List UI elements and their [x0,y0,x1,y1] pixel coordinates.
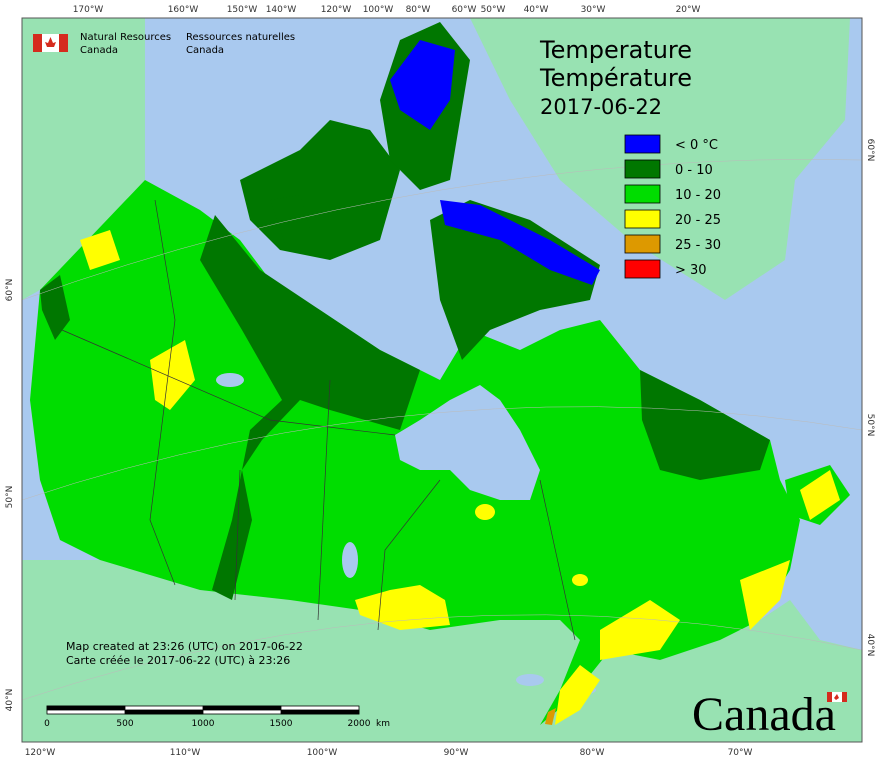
lon-label: 120°W [321,5,352,15]
lon-label: 60°W [452,5,477,15]
lat-label: 40°N [5,689,15,712]
lat-label: 50°N [5,486,15,509]
scale-label: 1500 [270,719,293,729]
graticule [21,159,863,701]
flag [33,34,68,52]
legend-swatch [624,159,661,179]
scale-bar [46,705,360,715]
lat-label: 60°N [865,139,875,162]
lat-label: 40°N [865,634,875,657]
legend-label: < 0 °C [675,138,718,153]
lon-label: 90°W [444,748,469,758]
logo-text: Canada [80,45,118,56]
legend-swatch [624,184,661,204]
lon-label: 50°W [481,5,506,15]
borders [61,199,576,641]
scale-unit: km [376,719,390,729]
legend-label: 25 - 30 [675,238,721,253]
lat-label: 60°N [5,279,15,302]
frame [21,17,863,743]
lon-label: 140°W [266,5,297,15]
legend-swatch [624,259,661,279]
legend-swatch [624,209,661,229]
title: Température [539,64,692,92]
lon-label: 100°W [363,5,394,15]
legend-label: > 30 [675,263,707,278]
logo-text: Canada [186,45,224,56]
wordmark-flag [827,692,847,702]
date: 2017-06-22 [540,95,662,119]
legend-label: 10 - 20 [675,188,721,203]
scale-label: 2000 [348,719,371,729]
scale-label: 500 [116,719,133,729]
lon-label: 30°W [581,5,606,15]
wordmark: Canada [692,688,836,741]
legend-swatch [624,134,661,154]
scale-label: 1000 [192,719,215,729]
lon-label: 40°W [524,5,549,15]
lon-label: 120°W [25,748,56,758]
lon-label: 100°W [307,748,338,758]
lon-label: 110°W [170,748,201,758]
credit: Carte créée le 2017-06-22 (UTC) à 23:26 [66,654,290,667]
legend-label: 20 - 25 [675,213,721,228]
canada [30,22,850,725]
lon-label: 80°W [406,5,431,15]
lon-label: 170°W [73,5,104,15]
lat-label: 50°N [865,414,875,437]
logo-text: Natural Resources [80,32,171,43]
credit: Map created at 23:26 (UTC) on 2017-06-22 [66,640,303,653]
legend-swatch [624,234,661,254]
lon-label: 160°W [168,5,199,15]
foreign-land [22,18,862,742]
title: Temperature [539,36,692,64]
lon-label: 80°W [580,748,605,758]
lon-label: 20°W [676,5,701,15]
lon-label: 70°W [728,748,753,758]
logo-text: Ressources naturelles [186,32,295,43]
scale-label: 0 [44,719,50,729]
legend-label: 0 - 10 [675,163,713,178]
lon-label: 150°W [227,5,258,15]
